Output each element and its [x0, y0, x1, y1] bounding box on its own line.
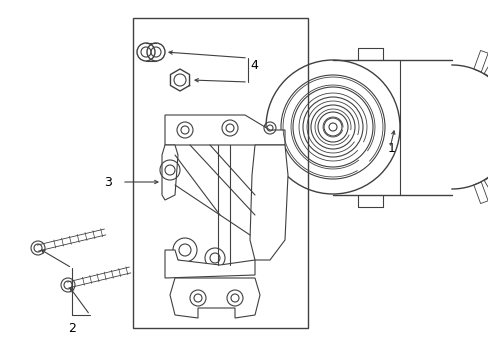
Polygon shape [249, 145, 287, 260]
Polygon shape [162, 145, 178, 200]
Polygon shape [483, 176, 488, 198]
Text: 1: 1 [387, 141, 395, 154]
Polygon shape [164, 250, 254, 278]
Polygon shape [473, 182, 487, 203]
Bar [133, 18, 307, 328]
Polygon shape [483, 56, 488, 77]
Text: 3: 3 [104, 176, 112, 189]
Text: 2: 2 [68, 321, 76, 334]
Polygon shape [473, 50, 487, 72]
Polygon shape [164, 115, 285, 145]
Polygon shape [170, 278, 260, 318]
Text: 4: 4 [249, 59, 257, 72]
